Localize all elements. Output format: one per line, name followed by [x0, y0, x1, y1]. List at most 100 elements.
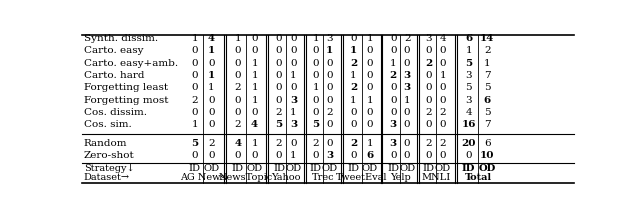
Text: Carto. easy: Carto. easy — [84, 46, 143, 55]
Text: 0: 0 — [367, 120, 373, 129]
Text: 2: 2 — [390, 71, 397, 80]
Text: ID: ID — [462, 164, 476, 173]
Text: 1: 1 — [367, 34, 373, 43]
Text: 0: 0 — [390, 83, 397, 92]
Text: 3: 3 — [465, 71, 472, 80]
Text: 1: 1 — [465, 46, 472, 55]
Text: 0: 0 — [208, 59, 215, 68]
Text: 2: 2 — [276, 139, 282, 148]
Text: 6: 6 — [465, 34, 472, 43]
Text: Yelp: Yelp — [390, 173, 411, 182]
Text: 0: 0 — [390, 34, 397, 43]
Text: 0: 0 — [367, 59, 373, 68]
Text: Zero-shot: Zero-shot — [84, 151, 134, 160]
Text: ID: ID — [310, 164, 322, 173]
Text: 2: 2 — [276, 108, 282, 117]
Text: Yahoo: Yahoo — [271, 173, 301, 182]
Text: 7: 7 — [484, 71, 491, 80]
Text: 0: 0 — [350, 120, 356, 129]
Text: 0: 0 — [390, 151, 397, 160]
Text: 0: 0 — [234, 59, 241, 68]
Text: 0: 0 — [312, 59, 319, 68]
Text: 0: 0 — [276, 151, 282, 160]
Text: ID: ID — [232, 164, 244, 173]
Text: 0: 0 — [208, 151, 215, 160]
Text: 1: 1 — [326, 46, 333, 55]
Text: 6: 6 — [484, 139, 491, 148]
Text: 0: 0 — [234, 71, 241, 80]
Text: 0: 0 — [234, 151, 241, 160]
Text: 0: 0 — [291, 59, 297, 68]
Text: Synth. dissim.: Synth. dissim. — [84, 34, 158, 43]
Text: 2: 2 — [404, 34, 410, 43]
Text: Cos. sim.: Cos. sim. — [84, 120, 132, 129]
Text: 2: 2 — [208, 139, 215, 148]
Text: 1: 1 — [367, 139, 373, 148]
Text: 10: 10 — [480, 151, 495, 160]
Text: 5: 5 — [465, 59, 472, 68]
Text: 0: 0 — [404, 139, 410, 148]
Text: Trec: Trec — [312, 173, 334, 182]
Text: 0: 0 — [291, 34, 297, 43]
Text: 0: 0 — [234, 108, 241, 117]
Text: 0: 0 — [326, 139, 333, 148]
Text: 0: 0 — [426, 46, 432, 55]
Text: 3: 3 — [426, 34, 432, 43]
Text: 4: 4 — [251, 120, 258, 129]
Text: 0: 0 — [367, 71, 373, 80]
Text: 0: 0 — [404, 59, 410, 68]
Text: 0: 0 — [234, 46, 241, 55]
Text: ID: ID — [387, 164, 399, 173]
Text: 0: 0 — [350, 34, 356, 43]
Text: 1: 1 — [312, 34, 319, 43]
Text: 0: 0 — [252, 151, 258, 160]
Text: 1: 1 — [390, 59, 397, 68]
Text: 0: 0 — [465, 151, 472, 160]
Text: 1: 1 — [252, 96, 258, 105]
Text: AG News: AG News — [180, 173, 226, 182]
Text: 0: 0 — [208, 120, 215, 129]
Text: 0: 0 — [404, 151, 410, 160]
Text: 1: 1 — [252, 71, 258, 80]
Text: 0: 0 — [291, 46, 297, 55]
Text: 0: 0 — [312, 46, 319, 55]
Text: OD: OD — [285, 164, 301, 173]
Text: 4: 4 — [440, 34, 446, 43]
Text: 0: 0 — [326, 59, 333, 68]
Text: 6: 6 — [484, 96, 491, 105]
Text: 5: 5 — [465, 83, 472, 92]
Text: 0: 0 — [276, 46, 282, 55]
Text: 0: 0 — [312, 151, 319, 160]
Text: 0: 0 — [291, 83, 297, 92]
Text: 1: 1 — [252, 139, 258, 148]
Text: 1: 1 — [350, 96, 356, 105]
Text: Forgetting most: Forgetting most — [84, 96, 168, 105]
Text: 1: 1 — [312, 83, 319, 92]
Text: 0: 0 — [191, 71, 198, 80]
Text: 0: 0 — [440, 96, 446, 105]
Text: 0: 0 — [350, 108, 356, 117]
Text: 0: 0 — [367, 83, 373, 92]
Text: 0: 0 — [326, 120, 333, 129]
Text: 1: 1 — [191, 120, 198, 129]
Text: 0: 0 — [326, 96, 333, 105]
Text: 3: 3 — [465, 96, 472, 105]
Text: 2: 2 — [191, 96, 198, 105]
Text: 0: 0 — [276, 96, 282, 105]
Text: 6: 6 — [366, 151, 373, 160]
Text: 2: 2 — [484, 46, 491, 55]
Text: 5: 5 — [312, 120, 319, 129]
Text: Total: Total — [465, 173, 492, 182]
Text: 3: 3 — [390, 139, 397, 148]
Text: 0: 0 — [426, 120, 432, 129]
Text: 0: 0 — [276, 71, 282, 80]
Text: 0: 0 — [390, 96, 397, 105]
Text: OD: OD — [362, 164, 378, 173]
Text: 0: 0 — [208, 108, 215, 117]
Text: 1: 1 — [191, 34, 198, 43]
Text: 0: 0 — [276, 59, 282, 68]
Text: 0: 0 — [367, 46, 373, 55]
Text: 2: 2 — [440, 108, 446, 117]
Text: TweetEval: TweetEval — [336, 173, 387, 182]
Text: Strategy↓: Strategy↓ — [84, 164, 134, 173]
